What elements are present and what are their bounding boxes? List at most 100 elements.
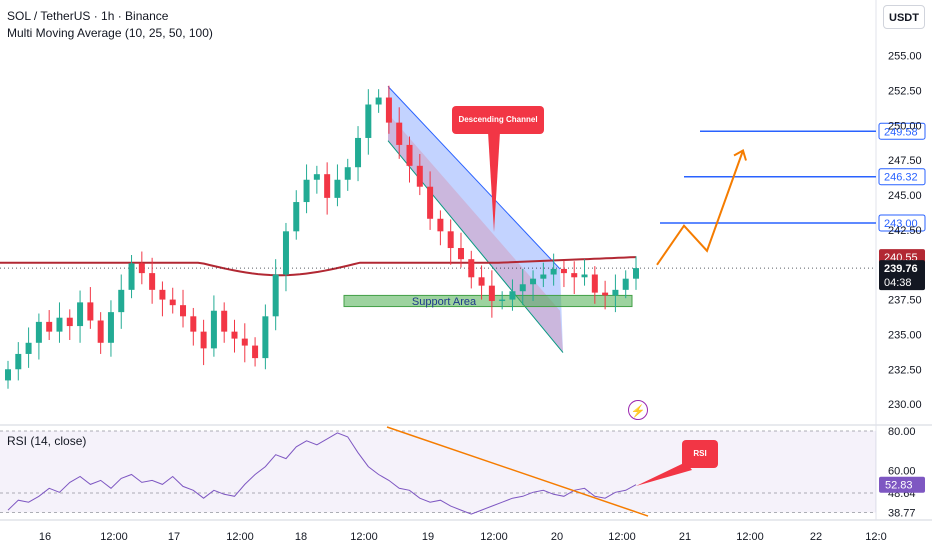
level-badge-label: 246.32 (884, 172, 918, 184)
candle-body (252, 345, 259, 359)
rsi-tick-label: 60.00 (888, 466, 916, 478)
candle-body (334, 179, 341, 198)
price-tick-label: 237.50 (888, 295, 922, 307)
candle-body (159, 289, 166, 300)
rsi-panel (0, 426, 876, 517)
candle-body (622, 278, 629, 290)
candle-body (25, 342, 32, 354)
candle-body (138, 263, 145, 274)
candle-body (519, 284, 526, 292)
price-tick-label: 235.00 (888, 329, 922, 341)
level-badge-label: 249.58 (884, 126, 918, 138)
channel-upper-line (387, 86, 561, 270)
currency-button[interactable]: USDT (883, 5, 925, 29)
candle-body (488, 285, 495, 301)
time-tick-label: 12:00 (608, 531, 636, 543)
price-tick-label: 230.00 (888, 399, 922, 411)
candle-body (571, 273, 578, 278)
indicator-label[interactable]: Multi Moving Average (10, 25, 50, 100) (7, 26, 213, 40)
channel-fill (388, 86, 563, 353)
rsi-label[interactable]: RSI (14, close) (7, 434, 87, 448)
candle-body (365, 104, 372, 138)
candle-body (355, 137, 362, 168)
price-tick-label: 252.50 (888, 86, 922, 98)
candle-body (427, 186, 434, 219)
candle-body (169, 299, 176, 306)
candle-body (602, 292, 609, 296)
lightning-icon[interactable]: ⚡ (628, 400, 648, 420)
rsi-line (7, 432, 637, 515)
projection-path (656, 150, 744, 266)
time-tick-label: 12:00 (480, 531, 508, 543)
candle-body (457, 248, 464, 260)
symbol-title[interactable]: SOL / TetherUS · 1h · Binance (7, 9, 169, 23)
last-price-label: 239.76 (884, 263, 918, 275)
candle-body (509, 291, 516, 300)
time-tick-label: 22 (810, 531, 822, 543)
rsi-current-badge (879, 476, 925, 493)
moving-average (0, 256, 876, 277)
candle-body (396, 122, 403, 145)
candle-body (66, 317, 73, 327)
candle-body (35, 321, 42, 343)
resistance-levels: 249.58 246.32 243.00 (660, 122, 926, 232)
candle-body (282, 231, 289, 275)
level-badge-label: 243.00 (884, 218, 918, 230)
last-price-badge (879, 260, 925, 291)
candle-body (406, 144, 413, 166)
candle-body (56, 317, 63, 332)
rsi-tick-label: 38.77 (888, 508, 916, 520)
rsi-current-value: 52.83 (885, 480, 913, 492)
candle-body (231, 331, 238, 339)
price-tick-label: 247.50 (888, 155, 922, 167)
candle-body (633, 268, 639, 279)
level-badge (878, 122, 926, 140)
moving-average-line (0, 256, 637, 277)
candle-body (46, 321, 53, 332)
time-tick-label: 16 (39, 531, 51, 543)
candle-body (313, 174, 320, 180)
candle-body (468, 259, 475, 278)
time-tick-label: 12:00 (350, 531, 378, 543)
candle-body (97, 320, 104, 343)
candle-body (416, 165, 423, 187)
level-badge (878, 214, 926, 232)
candle-body (530, 278, 537, 285)
candle-body (77, 302, 84, 327)
projection-arrow (656, 149, 747, 266)
time-tick-label: 19 (422, 531, 434, 543)
support-area-box (343, 294, 633, 308)
candle-body (499, 299, 506, 301)
descending-channel-callout[interactable]: Descending Channel (452, 106, 544, 134)
channel-lower-fill (388, 113, 563, 353)
support-area-label: Support Area (412, 296, 477, 308)
candle-body (560, 268, 567, 274)
candle-body (324, 174, 331, 198)
candle-body (107, 312, 114, 343)
time-axis: 16 12:00 17 12:00 18 12:00 19 12:00 20 12:00 21 12:… (39, 531, 887, 543)
price-axis: 230.00232.50235.00237.50240.00242.50245.… (879, 16, 925, 520)
time-tick-label: 21 (679, 531, 691, 543)
time-tick-label: 18 (295, 531, 307, 543)
price-tick-label: 245.00 (888, 190, 922, 202)
candle-body (15, 353, 22, 370)
callout-pointer (488, 132, 500, 232)
candle-body (272, 274, 279, 317)
candle-body (128, 263, 135, 290)
rsi-callout-pointer (636, 462, 692, 486)
rsi-tick-label: 80.00 (888, 426, 916, 438)
price-tick-label: 255.00 (888, 51, 922, 63)
candle-body (87, 302, 94, 321)
candlestick-series (5, 85, 639, 389)
candle-body (375, 97, 382, 105)
time-tick-label: 17 (168, 531, 180, 543)
candle-body (540, 274, 547, 279)
candle-body (550, 268, 557, 275)
time-tick-label: 20 (551, 531, 563, 543)
candle-body (210, 310, 217, 349)
candle-body (190, 316, 197, 332)
rsi-callout[interactable]: RSI (682, 440, 718, 468)
candle-body (385, 97, 392, 123)
rsi-trendline (386, 426, 649, 517)
